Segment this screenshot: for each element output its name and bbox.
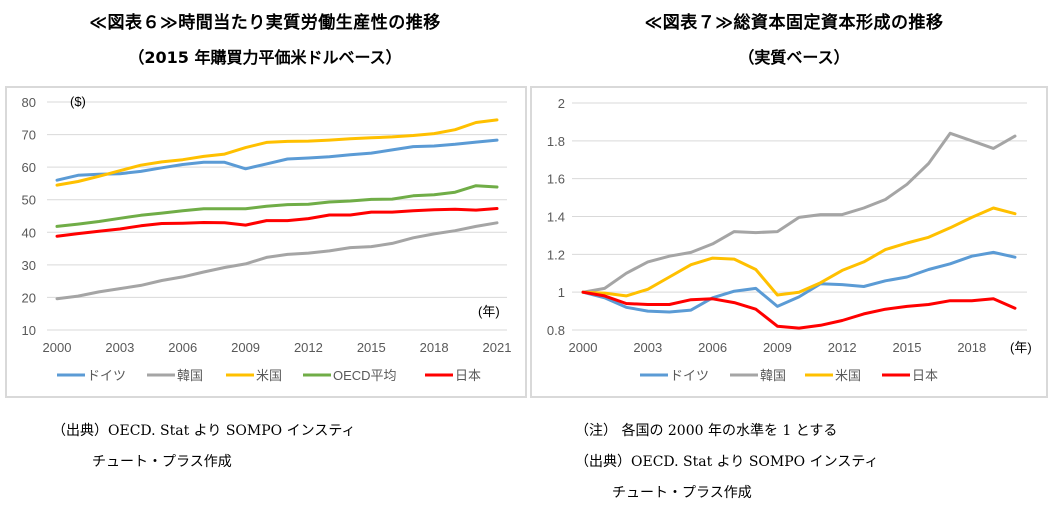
right-chart-title: ≪図表７≫総資本固定資本形成の推移 <box>644 13 944 33</box>
x-unit-label: (年) <box>478 304 500 319</box>
y-tick-label: 2 <box>558 96 565 111</box>
y-tick-label: 10 <box>22 323 36 338</box>
y-tick-label: 1.2 <box>547 247 565 262</box>
left-source-note-line2: チュート・プラス作成 <box>92 454 232 470</box>
right-source-note-line2: チュート・プラス作成 <box>612 485 752 501</box>
y-tick-label: 1.4 <box>547 210 565 225</box>
legend-label: OECD平均 <box>333 368 397 383</box>
y-tick-label: 1.6 <box>547 172 565 187</box>
series-line-4 <box>55 207 499 238</box>
y-tick-label: 80 <box>22 95 36 110</box>
y-tick-label: 20 <box>22 290 36 305</box>
y-tick-label: 40 <box>22 225 36 240</box>
x-tick-label: 2015 <box>893 340 922 355</box>
legend-label: 日本 <box>912 368 938 383</box>
series-line-2 <box>581 206 1017 298</box>
x-tick-label: 2003 <box>633 340 662 355</box>
x-tick-label: 2009 <box>763 340 792 355</box>
legend-label: 韓国 <box>177 368 203 383</box>
left-chart-subtitle: （2015 年購買力平価米ドルベース） <box>128 48 402 67</box>
series-line-3 <box>581 290 1017 330</box>
x-tick-label: 2000 <box>569 340 598 355</box>
left-chart-panel: 10 20 30 40 50 60 70 80 2000 2003 2006 2009 2012 2015… <box>5 86 527 398</box>
right-chart-subtitle: （実質ベース） <box>738 48 850 67</box>
x-tick-label: 2012 <box>294 340 323 355</box>
x-tick-label: 2012 <box>828 340 857 355</box>
series-line-3 <box>55 184 499 228</box>
x-tick-label: 2006 <box>698 340 727 355</box>
y-tick-label: 1 <box>558 285 565 300</box>
legend-label: 米国 <box>835 368 861 383</box>
series-line-1 <box>581 131 1017 294</box>
right-note-line1: （注） 各国の 2000 年の水準を 1 とする <box>575 423 838 439</box>
legend-label: 日本 <box>455 368 481 383</box>
series-line-0 <box>55 138 499 182</box>
legend-label: 韓国 <box>760 368 786 383</box>
y-tick-label: 70 <box>22 128 36 143</box>
left-chart-title: ≪図表６≫時間当たり実質労働生産性の推移 <box>89 13 441 33</box>
series-line-1 <box>55 221 499 301</box>
legend-label: ドイツ <box>87 368 126 383</box>
left-chart: 10 20 30 40 50 60 70 80 2000 2003 2006 2009 2012 2015… <box>22 94 512 383</box>
x-tick-label: 2018 <box>420 340 449 355</box>
x-tick-label: 2021 <box>483 340 512 355</box>
x-tick-label: 2009 <box>231 340 260 355</box>
y-tick-label: 1.8 <box>547 134 565 149</box>
series-line-0 <box>581 250 1017 314</box>
left-source-note-line1: （出典）OECD. Stat より SOMPO インスティ <box>52 423 356 439</box>
y-tick-label: 30 <box>22 258 36 273</box>
x-tick-label: 2018 <box>957 340 986 355</box>
x-tick-label: 2006 <box>168 340 197 355</box>
legend-label: ドイツ <box>670 368 709 383</box>
y-tick-label: 50 <box>22 193 36 208</box>
y-tick-label: 60 <box>22 160 36 175</box>
x-tick-label: 2015 <box>357 340 386 355</box>
x-tick-label: 2003 <box>105 340 134 355</box>
legend-label: 米国 <box>256 368 282 383</box>
right-chart: 0.8 1 1.2 1.4 1.6 1.8 2 2000 2003 2006 2009 2012 201… <box>547 96 1032 383</box>
x-unit-label: (年) <box>1010 340 1032 355</box>
x-tick-label: 2000 <box>43 340 72 355</box>
y-unit-label: ($) <box>70 94 86 109</box>
y-tick-label: 0.8 <box>547 323 565 338</box>
right-chart-panel: 0.8 1 1.2 1.4 1.6 1.8 2 2000 2003 2006 2009 2012 201… <box>530 86 1048 398</box>
series-line-2 <box>55 118 499 187</box>
right-source-note-line1: （出典）OECD. Stat より SOMPO インスティ <box>575 454 879 470</box>
